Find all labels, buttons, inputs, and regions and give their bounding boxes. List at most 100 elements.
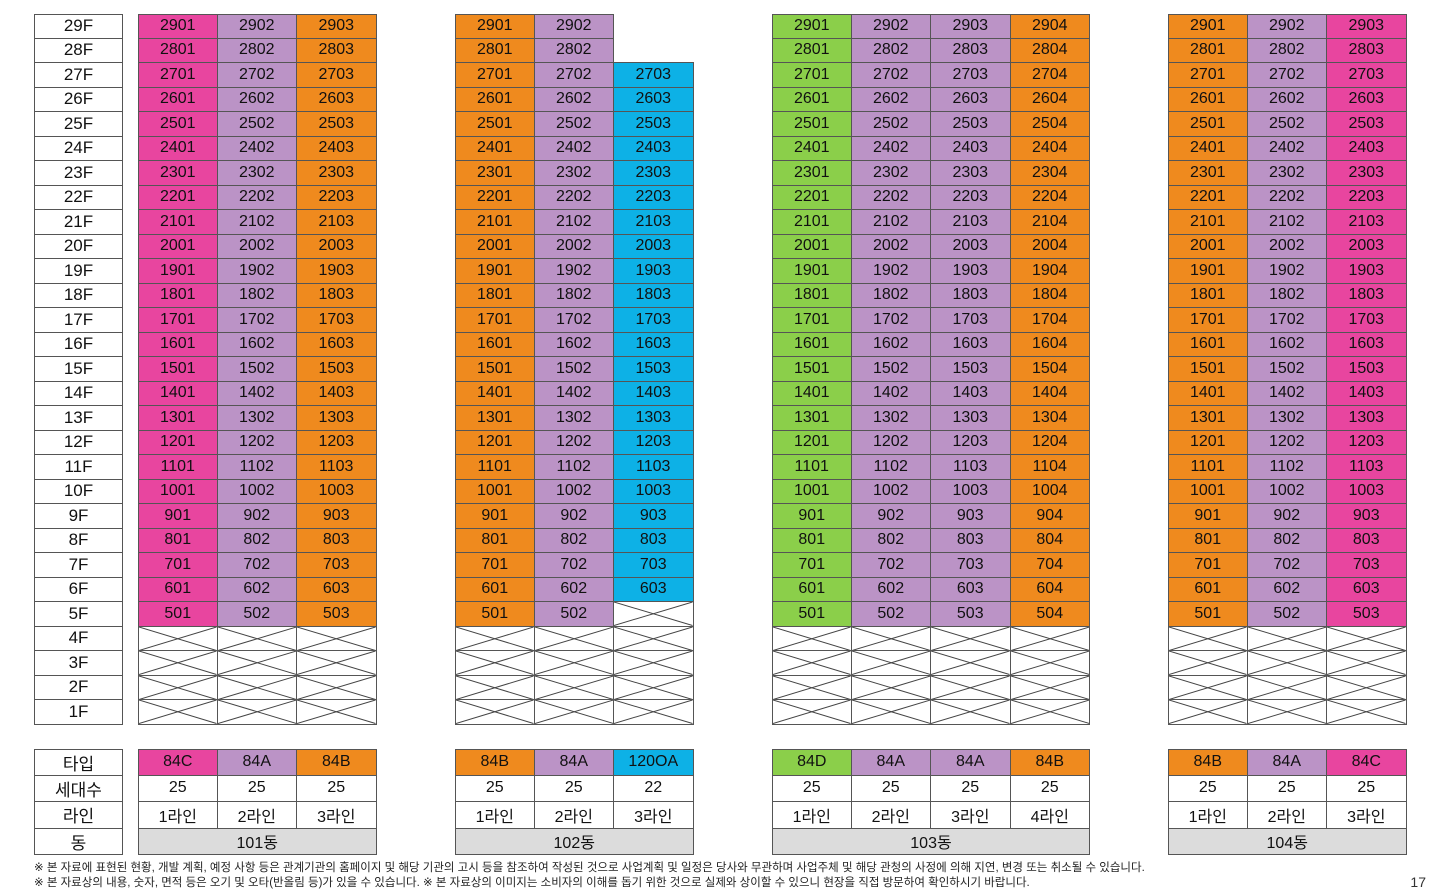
- non-residential-floor-cell: [1247, 675, 1327, 700]
- unit-cell: 2701: [138, 63, 218, 88]
- floor-row: 901 902 903: [455, 504, 694, 529]
- households-cell: 25: [1010, 775, 1090, 802]
- unit-cell: 2802: [217, 38, 297, 63]
- no-unit-cross-icon: [218, 651, 297, 675]
- floor-row: 2501 2502 2503: [455, 112, 694, 137]
- unit-cell: 1903: [297, 259, 377, 284]
- households-cell: 25: [1247, 775, 1327, 802]
- no-unit-cross-icon: [773, 700, 851, 724]
- unit-cell: 703: [931, 553, 1011, 578]
- floor-row: 1501 1502 1503: [1168, 357, 1407, 382]
- unit-cell: 1202: [217, 430, 297, 455]
- unit-cell: 1902: [1247, 259, 1327, 284]
- floor-row: 501 502: [455, 602, 694, 627]
- unit-cell: 901: [772, 504, 852, 529]
- floor-label: 19F: [34, 259, 123, 284]
- unit-cell: 2401: [455, 136, 535, 161]
- non-residential-floor-cell: [1327, 675, 1407, 700]
- floor-row: 2701 2702 2703: [455, 62, 694, 88]
- households-cell: 25: [217, 775, 297, 802]
- empty-cell: [614, 39, 694, 64]
- no-unit-cross-icon: [1169, 651, 1247, 675]
- unit-cell: 1401: [455, 381, 535, 406]
- unit-cell: 2502: [1247, 112, 1327, 137]
- info-label-column: 타입 세대수 라인 동: [34, 749, 123, 855]
- building-101-info: 84C 84A 84B 25 25 25 1라인 2라인 3라인 101동: [138, 749, 377, 855]
- floor-row: 1901 1902 1903: [138, 259, 377, 284]
- floor-row: 1001 1002 1003: [1168, 479, 1407, 504]
- unit-cell: 1402: [217, 381, 297, 406]
- line-label-cell: 1라인: [455, 802, 535, 829]
- unit-cell: 1302: [1247, 406, 1327, 431]
- no-unit-cross-icon: [1248, 627, 1327, 651]
- unit-cell: 1903: [931, 259, 1011, 284]
- unit-cell: 2603: [614, 87, 694, 112]
- no-unit-cross-icon: [1011, 627, 1090, 651]
- unit-cell: 2803: [931, 38, 1011, 63]
- unit-cell: 2201: [772, 185, 852, 210]
- no-unit-cross-icon: [456, 627, 534, 651]
- non-residential-floor-cell: [1168, 626, 1248, 651]
- unit-cell: 1801: [455, 283, 535, 308]
- no-unit-cross-icon: [1169, 627, 1247, 651]
- unit-cell: 1101: [455, 455, 535, 480]
- no-unit-cross-icon: [1327, 651, 1406, 675]
- unit-cell: 2801: [138, 38, 218, 63]
- non-residential-floor-cell: [1168, 651, 1248, 676]
- non-residential-floor-cell: [217, 700, 297, 725]
- unit-cell: 2302: [851, 161, 931, 186]
- unit-cell: 2403: [1327, 136, 1407, 161]
- unit-cell: 2901: [138, 14, 218, 39]
- floor-label: 1F: [34, 700, 123, 725]
- unit-cell: 2204: [1010, 185, 1090, 210]
- floor-row: [772, 675, 1090, 700]
- non-residential-floor-cell: [772, 675, 852, 700]
- non-residential-floor-cell: [297, 651, 377, 676]
- unit-cell: 802: [534, 528, 614, 553]
- floor-row: 2401 2402 2403: [1168, 136, 1407, 161]
- unit-cell: 2402: [534, 136, 614, 161]
- households-cell: 25: [1168, 775, 1248, 802]
- no-unit-cross-icon: [297, 651, 376, 675]
- building-103-unit-grid: 2901 2902 2903 2904 2801 2802 2803 2804 2701 2702…: [772, 14, 1090, 725]
- floor-row: [772, 651, 1090, 676]
- unit-cell: 2402: [1247, 136, 1327, 161]
- no-unit-cross-icon: [931, 627, 1010, 651]
- dong-name-cell: 103동: [772, 828, 1090, 855]
- unit-cell: 1302: [851, 406, 931, 431]
- unit-cell: 1002: [534, 479, 614, 504]
- building-104-unit-grid: 2901 2902 2903 2801 2802 2803 2701 2702 2703 2601…: [1168, 14, 1407, 725]
- no-unit-cross-icon: [1327, 627, 1406, 651]
- unit-cell: 501: [1168, 602, 1248, 627]
- unit-cell: 502: [217, 602, 297, 627]
- floor-row: 2801 2802: [455, 38, 694, 64]
- unit-cell: 2003: [1327, 234, 1407, 259]
- unit-cell: 1704: [1010, 308, 1090, 333]
- unit-cell: 2703: [614, 62, 694, 88]
- no-unit-cross-icon: [931, 676, 1010, 700]
- unit-cell: 1803: [931, 283, 1011, 308]
- no-unit-cross-icon: [614, 676, 693, 700]
- unit-cell: 1502: [1247, 357, 1327, 382]
- unit-cell: 1501: [772, 357, 852, 382]
- unit-cell: 2602: [1247, 87, 1327, 112]
- unit-cell: 1901: [1168, 259, 1248, 284]
- unit-cell: 1201: [138, 430, 218, 455]
- unit-cell: 1401: [138, 381, 218, 406]
- floor-label: 11F: [34, 455, 123, 480]
- non-residential-floor-cell: [851, 675, 931, 700]
- unit-cell: 602: [1247, 577, 1327, 602]
- unit-cell: 801: [1168, 528, 1248, 553]
- non-residential-floor-cell: [297, 675, 377, 700]
- unit-cell: 2301: [1168, 161, 1248, 186]
- floor-row: 2401 2402 2403: [138, 136, 377, 161]
- unit-cell: 1902: [851, 259, 931, 284]
- floor-label: 9F: [34, 504, 123, 529]
- floor-row: 901 902 903: [1168, 504, 1407, 529]
- line-label-cell: 4라인: [1010, 802, 1090, 829]
- floor-row: 2601 2602 2603: [1168, 87, 1407, 112]
- unit-cell: 1503: [297, 357, 377, 382]
- floor-label: 28F: [34, 38, 123, 63]
- unit-cell: 2701: [455, 63, 535, 88]
- floor-row: 2901 2902 2903: [1168, 14, 1407, 39]
